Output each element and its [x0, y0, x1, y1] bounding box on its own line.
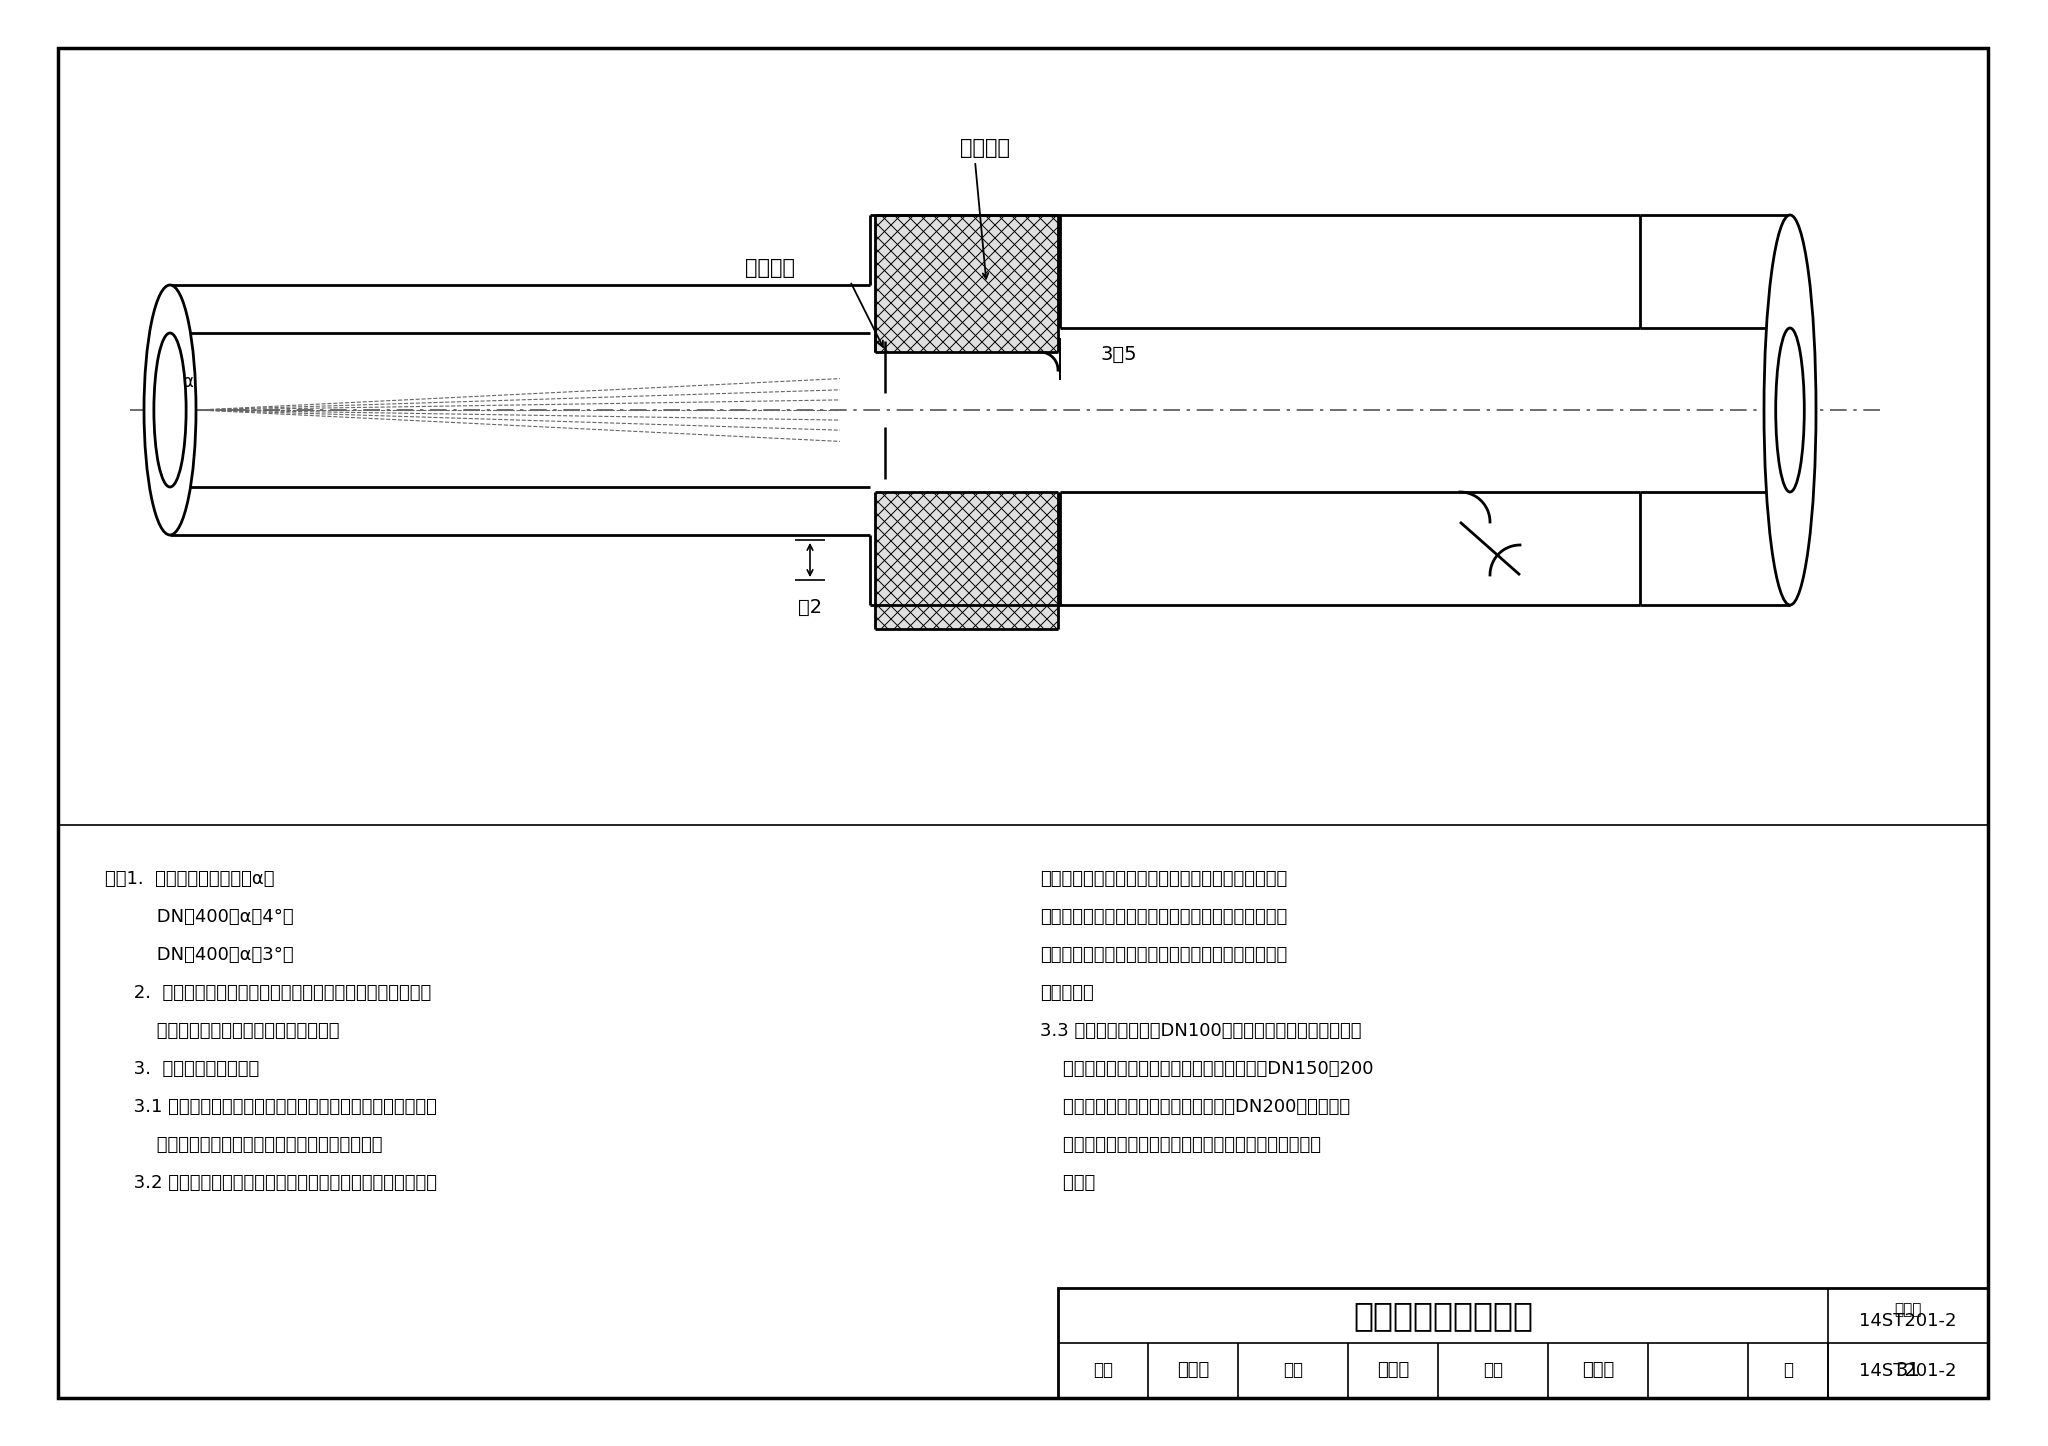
Text: 3.3 插口插入承口时，DN100的小口径管可在管端设置木挡: 3.3 插口插入承口时，DN100的小口径管可在管端设置木挡 [1040, 1022, 1362, 1040]
Text: 轴线就位。: 轴线就位。 [1040, 983, 1094, 1002]
Text: 设计: 设计 [1483, 1362, 1503, 1379]
Text: 安放位置及插口应插入承口的深度并做好记号。: 安放位置及插口应插入承口的深度并做好记号。 [104, 1137, 383, 1154]
Text: 徐　智: 徐 智 [1581, 1362, 1614, 1379]
Text: 面涂上润滑剂，最后将承口端的中心对准承口的中心: 面涂上润滑剂，最后将承口端的中心对准承口的中心 [1040, 946, 1288, 964]
Text: 2.  承插连接用弹性密封橡胶圈的外观应光滑平整，不得有气: 2. 承插连接用弹性密封橡胶圈的外观应光滑平整，不得有气 [104, 983, 432, 1002]
Polygon shape [874, 215, 1059, 351]
Text: 14ST201-2: 14ST201-2 [1860, 1313, 1956, 1330]
Ellipse shape [1763, 215, 1817, 604]
Text: 页: 页 [1784, 1362, 1792, 1379]
Text: ＜2: ＜2 [799, 597, 821, 616]
Text: 图集号: 图集号 [1894, 1301, 1921, 1317]
Text: α: α [182, 373, 193, 390]
Text: 注：1.  管线直线度允许偏差α：: 注：1. 管线直线度允许偏差α： [104, 870, 274, 888]
Text: 密封胶圈: 密封胶圈 [961, 137, 1010, 158]
Text: 用钢刷清理干净，不得有泥土等杂物，并在承口内工: 用钢刷清理干净，不得有泥土等杂物，并在承口内工 [1040, 870, 1288, 888]
Text: 31: 31 [1896, 1361, 1921, 1379]
Text: 审核: 审核 [1094, 1362, 1112, 1379]
Text: 口内。: 口内。 [1040, 1174, 1096, 1192]
Text: 承口标记: 承口标记 [745, 257, 795, 278]
Text: 3.  管道接口程序如下：: 3. 管道接口程序如下： [104, 1060, 260, 1079]
Text: 3.1 管道连接前，应先检查橡胶圈是否配套完好，确认橡胶圈: 3.1 管道连接前，应先检查橡胶圈是否配套完好，确认橡胶圈 [104, 1098, 436, 1116]
Ellipse shape [154, 333, 186, 487]
Text: DN＜400，α＜4°。: DN＜400，α＜4°。 [104, 908, 293, 925]
Polygon shape [874, 492, 1059, 629]
Bar [1059, 1288, 1989, 1398]
Ellipse shape [143, 285, 197, 535]
Text: 板，用撬棒将管材沿轴线徐徐插入承口内；DN150～200: 板，用撬棒将管材沿轴线徐徐插入承口内；DN150～200 [1040, 1060, 1374, 1079]
Text: 3.2 接口作业时，应先将承口（或插口）的内（或外）工作面: 3.2 接口作业时，应先将承口（或插口）的内（或外）工作面 [104, 1174, 436, 1192]
Ellipse shape [1776, 328, 1804, 492]
Text: 3～5: 3～5 [1100, 344, 1137, 363]
Text: 校对: 校对 [1282, 1362, 1303, 1379]
Text: 球墨铸铁管承插连接: 球墨铸铁管承插连接 [1354, 1299, 1534, 1332]
Text: 的管件使用专用工具，公称直径大于DN200的管道可以: 的管件使用专用工具，公称直径大于DN200的管道可以 [1040, 1098, 1350, 1116]
Text: 用缆绳系住管材，用手板葫芦等工具将管材徐徐拉入承: 用缆绳系住管材，用手板葫芦等工具将管材徐徐拉入承 [1040, 1137, 1321, 1154]
Text: 作面涂上润滑剂，然后放入橡胶圈，并在橡胶圈内表: 作面涂上润滑剂，然后放入橡胶圈，并在橡胶圈内表 [1040, 908, 1288, 925]
Text: 14ST201-2: 14ST201-2 [1860, 1362, 1956, 1379]
Text: 张先群: 张先群 [1178, 1362, 1208, 1379]
Text: 孔、裂缝、卷褶、破损、重皮等缺陷。: 孔、裂缝、卷褶、破损、重皮等缺陷。 [104, 1022, 340, 1040]
Text: 赵际顺: 赵际顺 [1376, 1362, 1409, 1379]
Text: DN＞400，α＜3°。: DN＞400，α＜3°。 [104, 946, 293, 964]
